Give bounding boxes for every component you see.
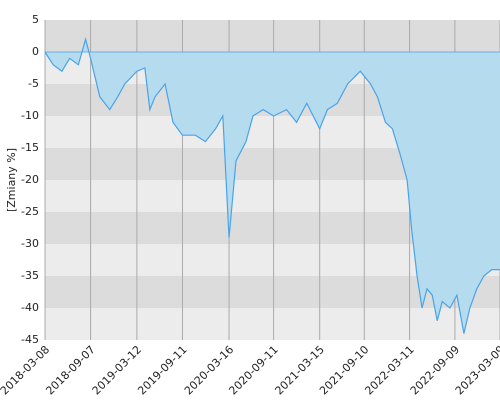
y-tick-label: -45 (21, 333, 39, 346)
series-line (44, 36, 500, 334)
y-tick-label: -25 (21, 205, 39, 218)
y-axis-label: [Zmiany %] (5, 148, 18, 212)
y-tick-label: -10 (21, 109, 39, 122)
y-tick-label: -15 (21, 141, 39, 154)
y-tick-label: -20 (21, 173, 39, 186)
area-fill (45, 39, 500, 334)
grid-band (45, 20, 500, 52)
y-tick-label: 5 (32, 13, 39, 26)
y-tick-label: -40 (21, 301, 39, 314)
y-tick-label: 0 (32, 45, 39, 58)
y-tick-label: -30 (21, 237, 39, 250)
grid-band (45, 308, 500, 340)
y-tick-label: -5 (28, 77, 39, 90)
y-tick-label: -35 (21, 269, 39, 282)
